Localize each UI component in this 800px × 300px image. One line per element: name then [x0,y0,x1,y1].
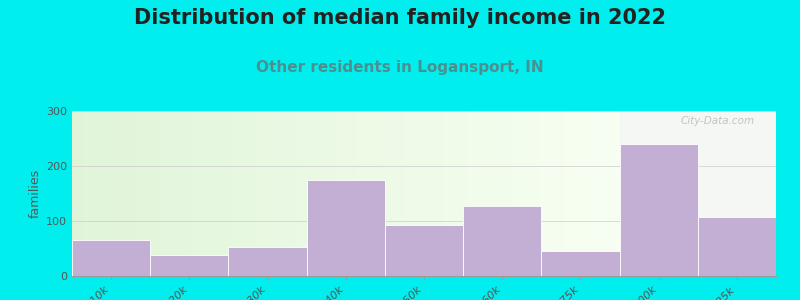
Bar [619,144,698,276]
Text: City-Data.com: City-Data.com [681,116,755,126]
Y-axis label: families: families [29,169,42,218]
Bar [306,180,385,276]
Text: Other residents in Logansport, IN: Other residents in Logansport, IN [256,60,544,75]
Bar [150,255,229,276]
Bar [463,206,542,276]
Bar [385,225,463,276]
Bar [229,247,306,276]
Text: Distribution of median family income in 2022: Distribution of median family income in … [134,8,666,28]
Bar [72,240,150,276]
Bar [698,217,776,276]
Bar [542,251,619,276]
